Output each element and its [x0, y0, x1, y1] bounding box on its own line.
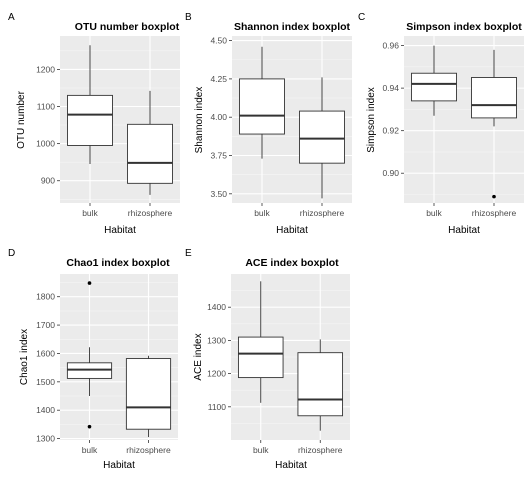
x-tick-label: rhizosphere	[298, 445, 343, 455]
x-tick-label: bulk	[254, 208, 270, 218]
chart-title: Shannon index boxplot	[234, 21, 351, 33]
y-tick-label: 1800	[36, 292, 55, 302]
y-tick-label: 1400	[207, 302, 226, 312]
box-iqr	[471, 77, 517, 119]
y-tick-label: 1300	[207, 335, 226, 345]
box-rhizosphere	[471, 49, 517, 199]
y-tick-label: 4.50	[210, 36, 227, 46]
y-axis-title: OTU number	[16, 90, 27, 148]
box-iqr	[299, 110, 345, 164]
y-tick-label: 3.50	[210, 189, 227, 199]
panel-letter: E	[185, 248, 192, 259]
chart-panel-e: E ACE index boxplot 1100 1200 1300 1400 bulk rh…	[185, 248, 350, 471]
outlier-point	[87, 281, 92, 285]
y-axis-title: Chao1 index	[19, 329, 30, 385]
y-tick-label: 1000	[36, 139, 55, 149]
y-tick-label: 1200	[207, 369, 226, 379]
box-bulk	[67, 45, 113, 165]
box-rhizosphere	[127, 90, 173, 195]
y-tick-label: 1600	[36, 348, 55, 358]
y-tick-label: 4.00	[210, 112, 227, 122]
x-tick-label: bulk	[253, 445, 269, 455]
x-axis-title: Habitat	[276, 225, 308, 236]
chart-panel-b: B Shannon index boxplot 3.50 3.75 4.00 4.25 4.…	[185, 12, 352, 236]
box-rhizosphere	[125, 355, 172, 438]
x-tick-label: bulk	[82, 445, 98, 455]
x-tick-label: rhizosphere	[128, 208, 173, 218]
y-axis-title: ACE index	[193, 333, 204, 380]
box-iqr	[297, 352, 344, 417]
box-bulk	[66, 281, 113, 429]
panel-letter: B	[185, 12, 192, 23]
chart-title: Chao1 index boxplot	[66, 257, 170, 269]
x-axis-title: Habitat	[275, 460, 307, 471]
x-axis-title: Habitat	[448, 225, 480, 236]
chart-panel-a: A OTU number boxplot 900 1000 1100 1200 bulk rh…	[8, 12, 180, 236]
y-tick-label: 1100	[208, 402, 227, 412]
y-axis-title: Shannon index	[194, 87, 205, 154]
x-axis-title: Habitat	[104, 225, 136, 236]
outlier-point	[87, 424, 92, 429]
chart-title: Simpson index boxplot	[406, 21, 522, 33]
x-tick-label: rhizosphere	[126, 445, 171, 455]
chart-panel-d: D Chao1 index boxplot 1300 1400 1500 1600 1700…	[8, 248, 178, 471]
chart-title: ACE index boxplot	[245, 257, 339, 269]
x-tick-label: rhizosphere	[472, 208, 517, 218]
chart-panel-c: C Simpson index boxplot 0.90 0.92 0.94 0.96 bu…	[358, 12, 524, 236]
box-bulk	[239, 46, 285, 159]
y-tick-label: 0.90	[382, 168, 399, 178]
x-tick-label: bulk	[426, 208, 442, 218]
x-tick-label: rhizosphere	[300, 208, 345, 218]
y-tick-label: 3.75	[210, 151, 227, 161]
x-tick-label: bulk	[82, 208, 98, 218]
outlier-point	[492, 194, 496, 199]
y-axis-title: Simpson index	[366, 87, 377, 153]
y-tick-label: 1300	[36, 434, 55, 444]
box-iqr	[411, 72, 457, 102]
y-tick-label: 900	[41, 176, 55, 186]
panel-letter: C	[358, 12, 365, 23]
y-tick-label: 1400	[36, 405, 55, 415]
plot-background	[404, 36, 524, 203]
box-bulk	[411, 45, 457, 116]
y-tick-label: 0.94	[382, 83, 399, 93]
box-iqr	[127, 123, 173, 184]
box-rhizosphere	[297, 339, 344, 431]
y-tick-label: 1100	[37, 102, 56, 112]
y-tick-label: 4.25	[210, 74, 227, 84]
x-axis-title: Habitat	[103, 460, 135, 471]
panel-letter: D	[8, 248, 15, 259]
box-iqr	[67, 94, 113, 146]
box-iqr	[125, 358, 172, 430]
box-iqr	[237, 336, 284, 379]
box-bulk	[237, 281, 284, 403]
y-tick-label: 1200	[36, 64, 55, 74]
y-tick-label: 0.92	[382, 126, 399, 136]
box-iqr	[239, 78, 285, 135]
y-tick-label: 1500	[36, 377, 55, 387]
y-tick-label: 1700	[36, 320, 55, 330]
chart-title: OTU number boxplot	[75, 21, 180, 33]
box-rhizosphere	[299, 77, 345, 199]
panel-letter: A	[8, 12, 15, 23]
y-tick-label: 0.96	[382, 41, 399, 51]
